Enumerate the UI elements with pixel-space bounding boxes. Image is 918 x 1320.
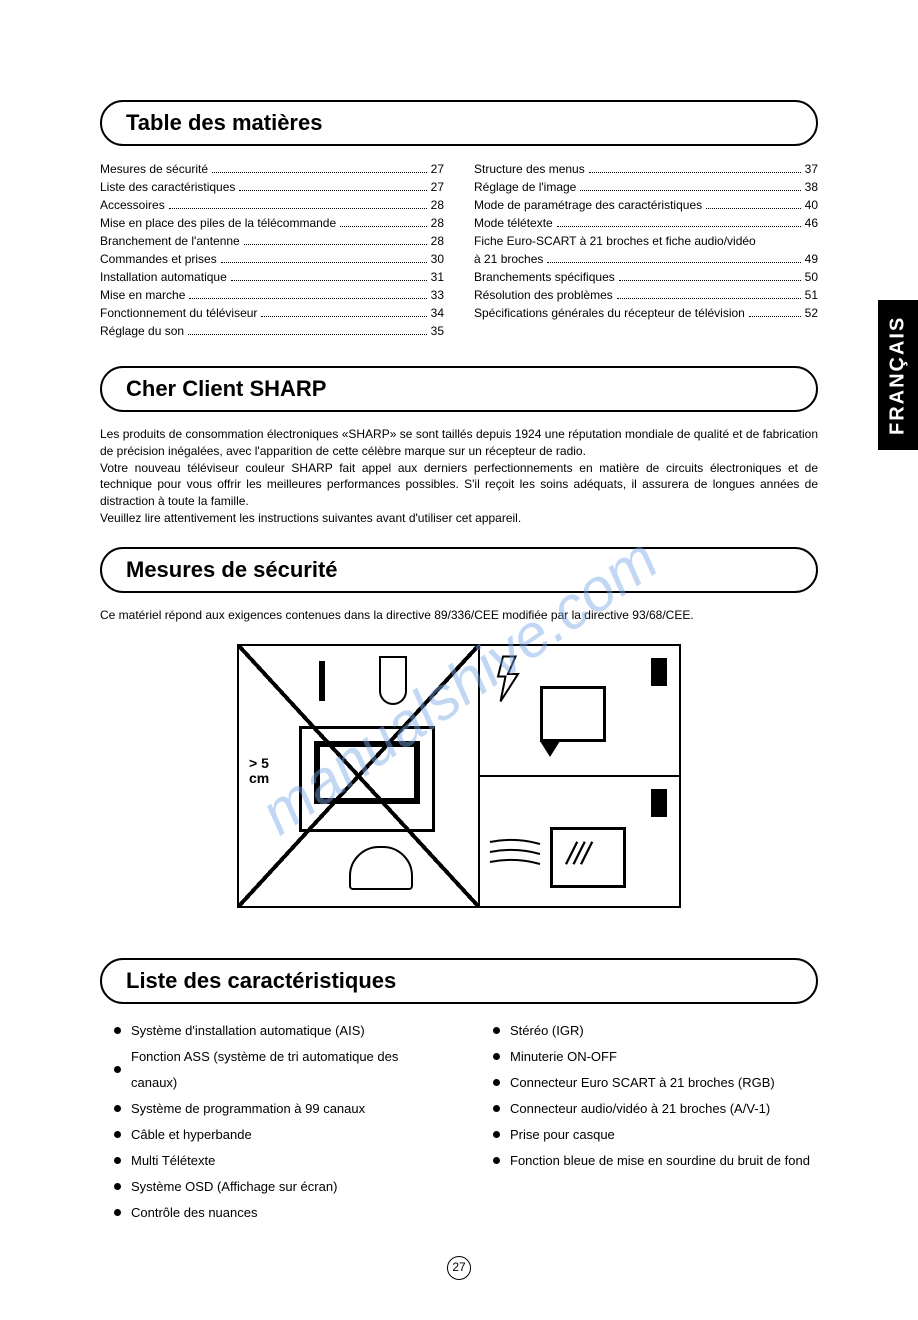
bullet-icon — [493, 1157, 500, 1164]
list-item: Stéréo (IGR) — [493, 1018, 818, 1044]
bullet-icon — [114, 1131, 121, 1138]
toc-item: Branchements spécifiques50 — [474, 268, 818, 286]
toc-item: Installation automatique31 — [100, 268, 444, 286]
safety-diagram: > 5 cm — [100, 644, 818, 908]
page-body: manualshive.com Table des matières Mesur… — [0, 0, 918, 1320]
toc-item: Mise en place des piles de la télécomman… — [100, 214, 444, 232]
features-right-col: Stéréo (IGR) Minuterie ON-OFF Connecteur… — [479, 1018, 818, 1226]
toc-item: Commandes et prises30 — [100, 250, 444, 268]
client-text: Les produits de consommation électroniqu… — [100, 426, 818, 527]
safety-text: Ce matériel répond aux exigences contenu… — [100, 607, 818, 624]
list-item: Système d'installation automatique (AIS) — [114, 1018, 439, 1044]
arrow-down-icon — [540, 741, 560, 757]
bullet-icon — [493, 1105, 500, 1112]
toc-item: Accessoires28 — [100, 196, 444, 214]
list-item: Fonction bleue de mise en sourdine du br… — [493, 1148, 818, 1174]
list-item: Connecteur audio/vidéo à 21 broches (A/V… — [493, 1096, 818, 1122]
tv-small-icon — [550, 827, 626, 888]
toc-item: Structure des menus37 — [474, 160, 818, 178]
list-item: Minuterie ON-OFF — [493, 1044, 818, 1070]
wind-icon — [485, 832, 545, 872]
bullet-icon — [493, 1053, 500, 1060]
tv-icon — [299, 726, 435, 832]
list-item: Fonction ASS (système de tri automatique… — [114, 1044, 439, 1096]
bullet-icon — [114, 1157, 121, 1164]
bullet-icon — [493, 1079, 500, 1086]
toc-item: Liste des caractéristiques27 — [100, 178, 444, 196]
candle-icon — [319, 661, 325, 701]
plug-icon — [651, 789, 667, 817]
toc-heading: Table des matières — [100, 100, 818, 146]
diagram-lightning-panel — [480, 646, 679, 777]
toc-left-col: Mesures de sécurité27 Liste des caractér… — [100, 160, 444, 340]
toc-item: Mode de paramétrage des caractéristiques… — [474, 196, 818, 214]
toc-item: Fonctionnement du téléviseur34 — [100, 304, 444, 322]
toc-item: Mesures de sécurité27 — [100, 160, 444, 178]
bullet-icon — [114, 1027, 121, 1034]
features-list: Système d'installation automatique (AIS)… — [100, 1018, 818, 1226]
toc-item: Résolution des problèmes51 — [474, 286, 818, 304]
toc-item: Spécifications générales du récepteur de… — [474, 304, 818, 322]
bullet-icon — [493, 1131, 500, 1138]
vase-icon — [379, 656, 407, 705]
features-left-col: Système d'installation automatique (AIS)… — [100, 1018, 439, 1226]
toc-right-col: Structure des menus37 Réglage de l'image… — [474, 160, 818, 340]
plug-icon — [651, 658, 667, 686]
diagram-dust-panel — [480, 777, 679, 906]
bullet-icon — [114, 1066, 121, 1073]
toc-item: Réglage du son35 — [100, 322, 444, 340]
kettle-icon — [349, 846, 413, 890]
list-item: Système de programmation à 99 canaux — [114, 1096, 439, 1122]
toc: Mesures de sécurité27 Liste des caractér… — [100, 160, 818, 340]
toc-item: Branchement de l'antenne28 — [100, 232, 444, 250]
list-item: Système OSD (Affichage sur écran) — [114, 1174, 439, 1200]
lightning-icon — [488, 654, 538, 704]
bullet-icon — [114, 1105, 121, 1112]
list-item: Contrôle des nuances — [114, 1200, 439, 1226]
toc-item: Fiche Euro-SCART à 21 broches et fiche a… — [474, 232, 818, 250]
toc-item: à 21 broches49 — [474, 250, 818, 268]
toc-item: Réglage de l'image38 — [474, 178, 818, 196]
toc-item: Mise en marche33 — [100, 286, 444, 304]
distance-label: > 5 cm — [249, 756, 269, 787]
bullet-icon — [114, 1183, 121, 1190]
bullet-icon — [114, 1209, 121, 1216]
page-number: 27 — [100, 1256, 818, 1280]
tv-small-icon — [540, 686, 606, 742]
list-item: Connecteur Euro SCART à 21 broches (RGB) — [493, 1070, 818, 1096]
list-item: Câble et hyperbande — [114, 1122, 439, 1148]
toc-item: Mode télétexte46 — [474, 214, 818, 232]
features-heading: Liste des caractéristiques — [100, 958, 818, 1004]
client-heading: Cher Client SHARP — [100, 366, 818, 412]
diagram-left-panel: > 5 cm — [239, 646, 480, 906]
bullet-icon — [493, 1027, 500, 1034]
list-item: Multi Télétexte — [114, 1148, 439, 1174]
list-item: Prise pour casque — [493, 1122, 818, 1148]
safety-heading: Mesures de sécurité — [100, 547, 818, 593]
